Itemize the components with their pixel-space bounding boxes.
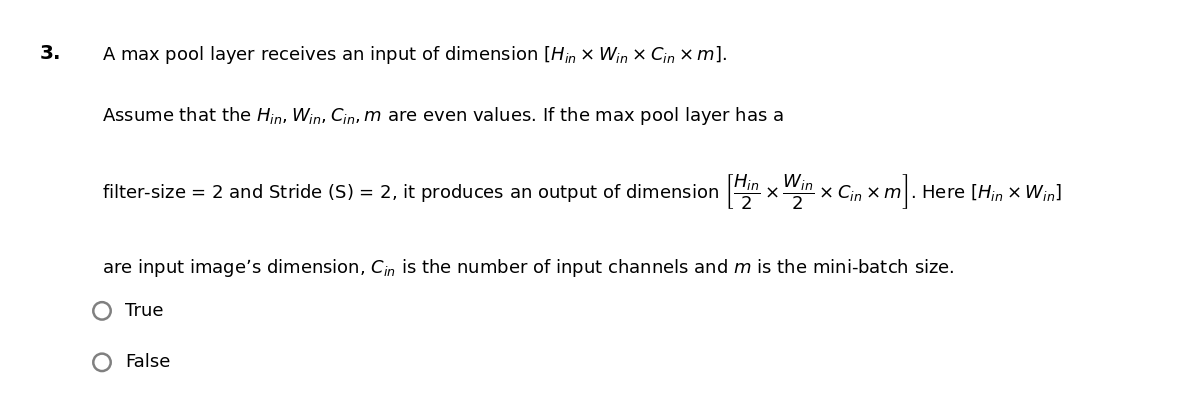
Text: False: False [125,353,170,371]
Text: Assume that the $H_{in}, W_{in}, C_{in}, m$ are even values. If the max pool lay: Assume that the $H_{in}, W_{in}, C_{in},… [102,105,784,127]
Text: 3.: 3. [40,44,61,63]
Text: A max pool layer receives an input of dimension $[H_{in} \times W_{in} \times C_: A max pool layer receives an input of di… [102,44,727,66]
Text: are input image’s dimension, $C_{in}$ is the number of input channels and $m$ is: are input image’s dimension, $C_{in}$ is… [102,257,955,280]
Text: filter-size = 2 and Stride (S) = 2, it produces an output of dimension $\left[\d: filter-size = 2 and Stride (S) = 2, it p… [102,172,1062,211]
Text: True: True [125,302,163,320]
